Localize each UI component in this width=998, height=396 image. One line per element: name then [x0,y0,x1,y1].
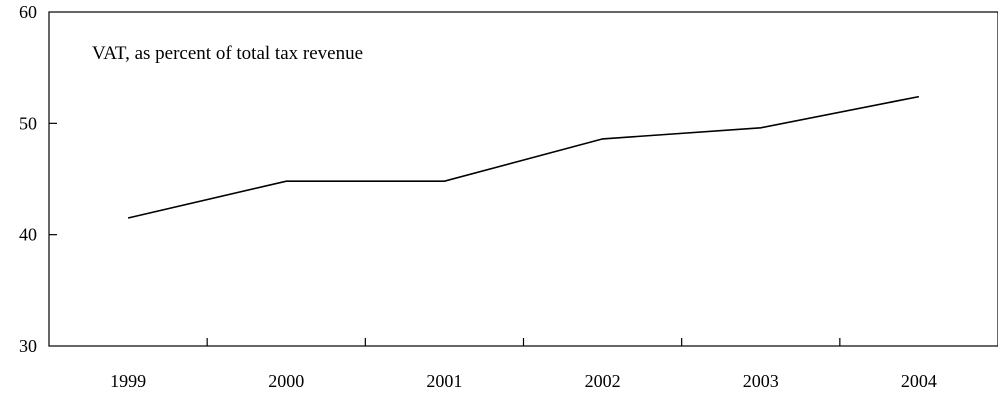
chart-annotation: VAT, as percent of total tax revenue [92,43,363,64]
x-tick-label: 1999 [110,371,146,391]
x-axis-labels: 1999 2000 2001 2002 2003 2004 [110,371,937,391]
x-axis-ticks [206,338,841,346]
y-tick-label: 40 [19,225,37,245]
x-tick-label: 2000 [268,371,304,391]
x-tick-label: 2003 [743,371,779,391]
series-line-vat-share [127,95,920,219]
y-tick-label: 50 [19,113,37,133]
x-tick-label: 2001 [426,371,462,391]
x-tick-label: 2002 [585,371,621,391]
y-axis-ticks [49,122,57,236]
x-tick-label: 2004 [901,371,937,391]
y-tick-label: 30 [19,336,37,356]
y-tick-label: 60 [19,2,37,22]
y-axis-labels: 30 40 50 60 [19,2,37,356]
